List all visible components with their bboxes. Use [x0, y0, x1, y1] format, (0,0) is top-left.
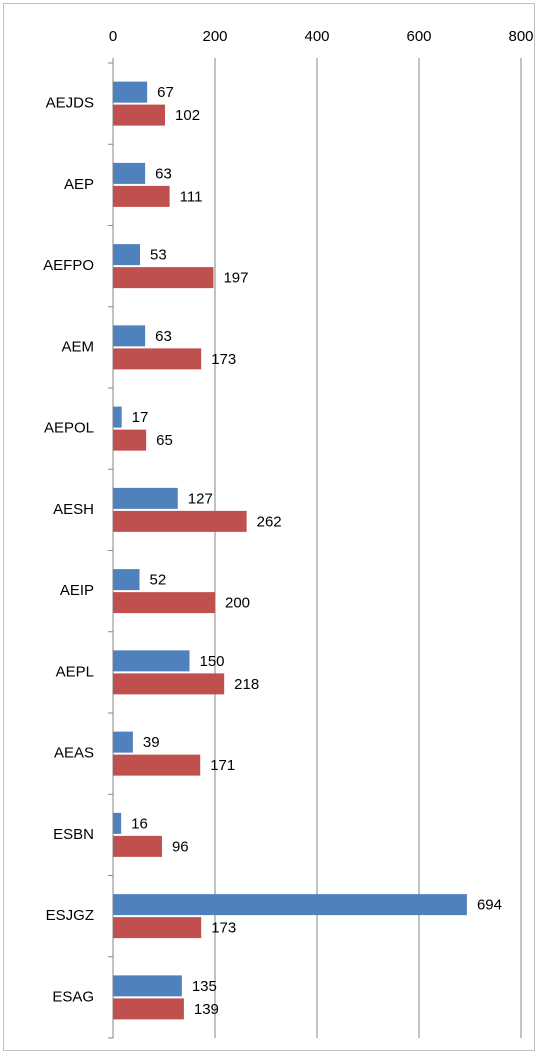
y-tick-label: AEP: [64, 176, 94, 193]
value-label: 173: [211, 920, 236, 937]
x-tick-label: 800: [508, 28, 533, 45]
value-label: 218: [234, 676, 259, 693]
bar: [113, 673, 225, 695]
bar: [113, 998, 184, 1020]
bar: [113, 244, 141, 266]
bar: [113, 487, 178, 509]
bar: [113, 267, 214, 289]
value-label: 200: [225, 595, 250, 612]
bar: [113, 510, 247, 532]
bar: [113, 81, 148, 103]
y-tick-label: AEM: [61, 338, 94, 355]
value-label: 694: [477, 897, 502, 914]
bar: [113, 975, 182, 997]
chart-frame: [3, 3, 535, 1051]
y-tick-label: AEAS: [54, 745, 94, 762]
bar: [113, 104, 166, 126]
bar: [113, 348, 202, 370]
bar: [113, 406, 122, 428]
y-tick-label: AEPOL: [44, 420, 94, 437]
bar: [113, 162, 146, 184]
bar: [113, 731, 133, 753]
bar: [113, 325, 146, 347]
x-tick-label: 0: [109, 28, 117, 45]
bar: [113, 894, 467, 916]
bar: [113, 429, 147, 451]
value-label: 63: [155, 328, 172, 345]
value-label: 65: [156, 432, 173, 449]
y-tick-label: ESJGZ: [46, 907, 94, 924]
y-tick-label: AEPL: [56, 663, 94, 680]
bar: [113, 812, 122, 834]
value-label: 52: [150, 572, 167, 589]
y-tick-label: ESAG: [52, 988, 94, 1005]
x-tick-label: 400: [304, 28, 329, 45]
value-label: 67: [157, 84, 174, 101]
value-label: 197: [223, 270, 248, 287]
y-tick-label: AEIP: [60, 582, 94, 599]
bar: [113, 835, 162, 857]
value-label: 39: [143, 734, 160, 751]
value-label: 102: [175, 107, 200, 124]
x-tick-label: 600: [406, 28, 431, 45]
value-label: 17: [132, 409, 149, 426]
value-label: 96: [172, 838, 189, 855]
bar: [113, 185, 170, 207]
y-tick-label: AESH: [53, 501, 94, 518]
bar: [113, 917, 202, 939]
value-label: 150: [200, 653, 225, 670]
bar: [113, 650, 190, 672]
value-label: 135: [192, 978, 217, 995]
y-tick-label: AEFPO: [43, 257, 94, 274]
y-tick-label: AEJDS: [46, 95, 94, 112]
value-label: 262: [257, 513, 282, 530]
value-label: 63: [155, 165, 172, 182]
value-label: 53: [150, 247, 167, 264]
value-label: 139: [194, 1001, 219, 1018]
bar: [113, 592, 215, 614]
value-label: 16: [131, 815, 148, 832]
y-tick-label: ESBN: [53, 826, 94, 843]
value-label: 173: [211, 351, 236, 368]
value-label: 127: [188, 490, 213, 507]
x-tick-label: 200: [202, 28, 227, 45]
value-label: 171: [210, 757, 235, 774]
bar: [113, 754, 201, 776]
bar: [113, 569, 140, 591]
value-label: 111: [180, 188, 203, 205]
